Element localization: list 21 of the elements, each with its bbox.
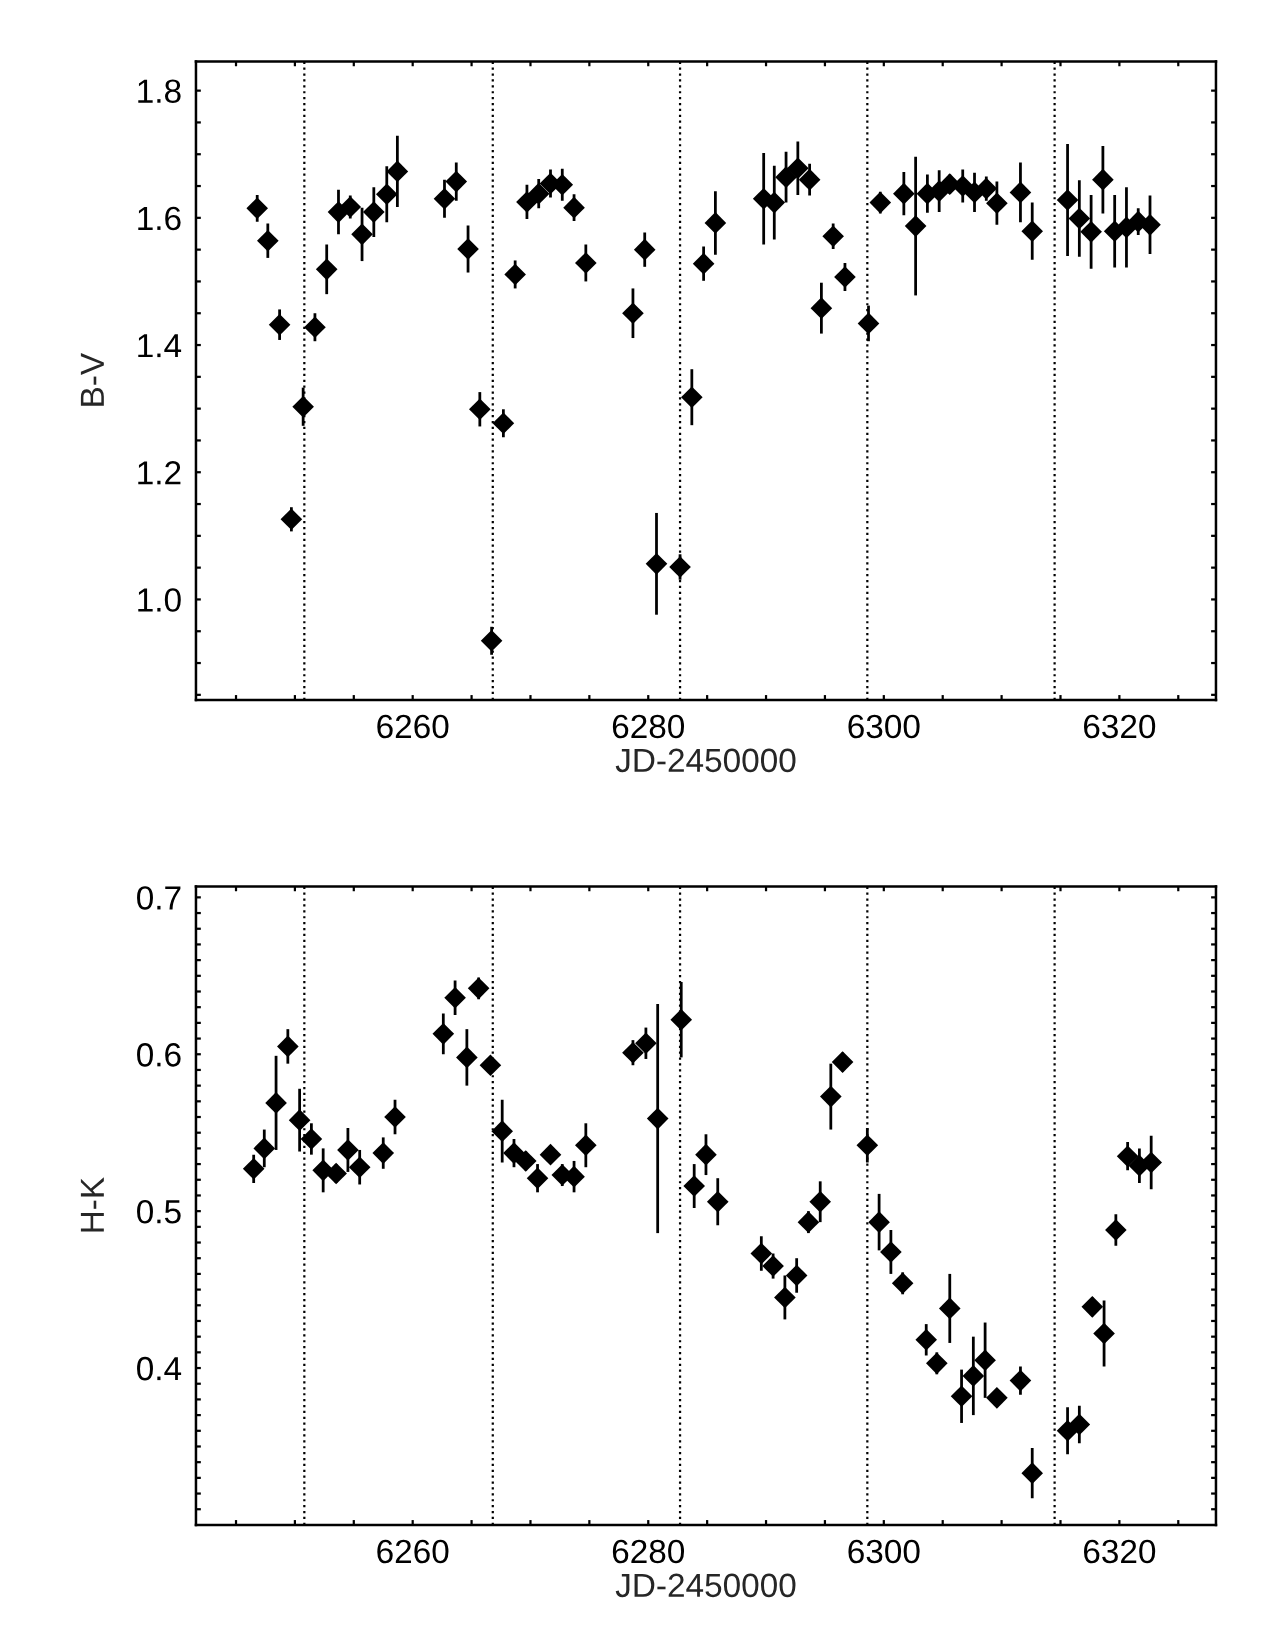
x-tick-label: 6320 bbox=[1084, 1539, 1156, 1564]
y-tick-label: 1.8 bbox=[138, 79, 181, 104]
x-axis-title: JD-2450000 bbox=[615, 1573, 796, 1598]
x-tick-label: 6300 bbox=[848, 1539, 920, 1564]
x-tick-label: 6320 bbox=[1084, 714, 1156, 739]
y-tick-label: 0.4 bbox=[137, 1356, 182, 1381]
x-tick-label: 6300 bbox=[848, 714, 920, 739]
x-tick-label: 6260 bbox=[377, 1539, 449, 1564]
x-axis-title: JD-2450000 bbox=[615, 748, 796, 773]
y-tick-label: 1.0 bbox=[138, 588, 181, 612]
x-tick-label: 6260 bbox=[377, 714, 449, 739]
x-tick-label: 6280 bbox=[612, 1539, 685, 1564]
x-tick-label: 6280 bbox=[612, 714, 685, 739]
y-axis-title: H-K bbox=[80, 1177, 104, 1232]
y-axis-title: B-V bbox=[80, 353, 104, 406]
y-tick-label: 0.7 bbox=[137, 886, 181, 910]
y-tick-label: 1.6 bbox=[138, 206, 181, 231]
y-tick-label: 0.6 bbox=[137, 1043, 181, 1067]
y-tick-label: 1.2 bbox=[138, 461, 181, 485]
y-tick-label: 1.4 bbox=[138, 334, 182, 358]
y-tick-label: 0.5 bbox=[137, 1199, 181, 1224]
